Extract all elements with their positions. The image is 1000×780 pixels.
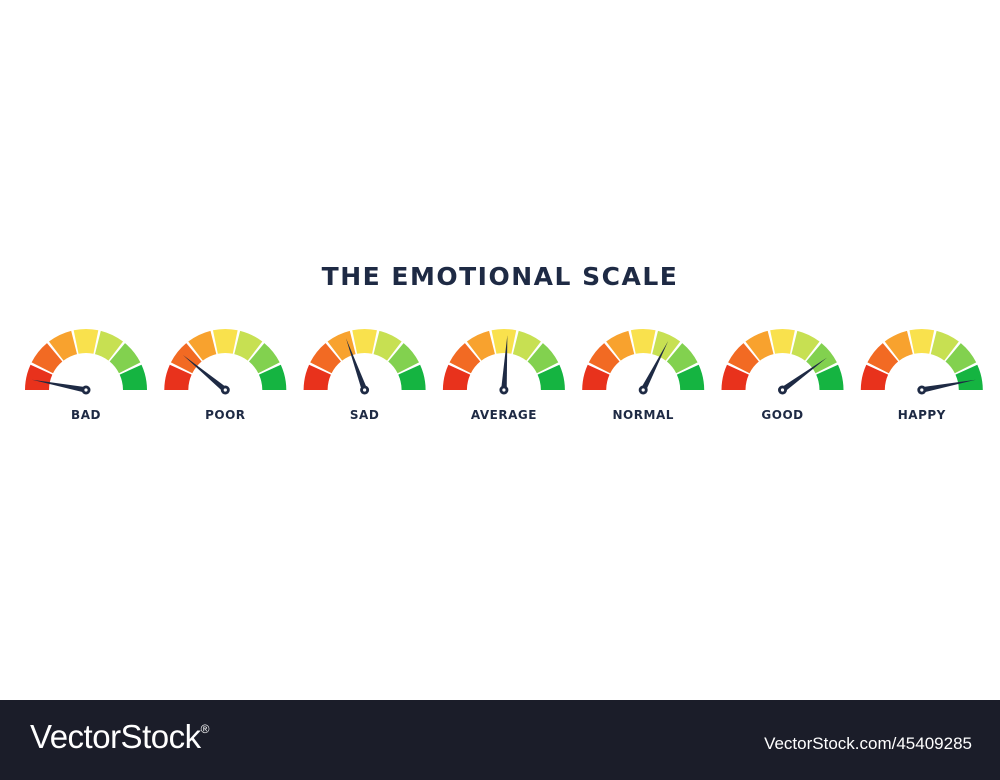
gauge-label: POOR [205,408,245,422]
gauge-poor: POOR [164,329,287,422]
gauge-needle [501,335,508,391]
gauge-segment [630,329,656,354]
gauge-segment [258,364,287,390]
gauge-segment [867,343,899,374]
gauge-segment [606,330,635,361]
gauge-hub-dot [920,388,924,392]
gauge-segment [806,343,837,374]
gauge-segment [94,330,124,361]
gauge-needle [345,338,368,391]
gauge-segment [164,364,192,390]
gauge-segment [48,330,78,361]
gauge-label: GOOD [761,408,803,422]
gauge-needle [921,379,976,393]
gauge-segment [119,364,147,390]
gauge-segment [791,330,820,361]
gauge-label: SAD [350,408,379,422]
gauge-hub-dot [363,388,367,392]
gauge-normal: NORMAL [582,329,705,422]
gauge-segment [860,364,889,390]
gauge-row: BAD POOR SAD AVERAGE NORMAL GOOD HAPPY [25,329,983,422]
gauge-segment [352,329,377,354]
gauge-segment [310,343,341,374]
gauge-segment [770,329,795,354]
gauge-needle [780,357,827,393]
gauge-segment [303,364,331,390]
gauge-hub-dot [84,388,88,392]
gauge-hub-dot [223,388,227,392]
gauge-segment [31,343,63,374]
gauge-needle [182,354,228,393]
gauge-segment [248,343,280,374]
gauge-segment [909,329,935,354]
gauge-needle [640,340,669,392]
gauge-segment [588,343,620,374]
gauge-segment [728,343,759,374]
gauge-segment [816,364,844,390]
footer-logo: VectorStock® [30,718,209,756]
gauge-segment [582,364,610,390]
gauge-label: NORMAL [613,408,674,422]
gauge-segment [512,330,541,361]
gauge-segment [721,364,749,390]
footer-image-id: VectorStock.com/45409285 [764,734,972,753]
gauge-segment [398,364,426,390]
gauge-segment [234,330,263,361]
gauge-hub-dot [502,388,506,392]
gauge-segment [212,329,238,354]
gauge-segment [676,364,705,390]
gauge-segment [188,330,217,361]
gauge-segment [955,364,983,390]
gauge-segment [25,364,53,390]
gauge-segment [442,364,471,390]
gauge-good: GOOD [721,329,844,422]
footer-brand: VectorStock [30,718,201,755]
gauge-segment [373,330,402,361]
gauge-segment [930,330,959,361]
gauge-bad: BAD [25,329,147,422]
gauge-segment [73,329,99,354]
gauge-segment [170,343,202,374]
gauge-segment [666,343,698,374]
gauge-hub-dot [780,388,785,392]
gauge-label: HAPPY [898,408,946,422]
footer-bar: VectorStock® VectorStock.com/45409285 [0,700,1000,780]
gauge-label: AVERAGE [471,408,537,422]
gauge-label: BAD [71,408,101,422]
gauge-segment [745,330,774,361]
registered-mark: ® [200,722,210,736]
page-title: THE EMOTIONAL SCALE [321,262,679,291]
gauge-sad: SAD [303,329,426,422]
gauge-segment [945,343,977,374]
gauge-segment [388,343,419,374]
gauge-average: AVERAGE [442,329,565,422]
gauge-needle [31,379,87,393]
gauge-segment [109,343,141,374]
gauge-segment [884,330,913,361]
gauge-segment [652,330,681,361]
gauge-happy: HAPPY [860,329,983,422]
gauge-segment [537,364,565,390]
gauge-hub-dot [641,388,645,392]
gauge-segment [449,343,481,374]
gauge-segment [327,330,356,361]
gauge-segment [466,330,495,361]
gauge-segment [527,343,559,374]
gauge-segment [491,329,517,354]
